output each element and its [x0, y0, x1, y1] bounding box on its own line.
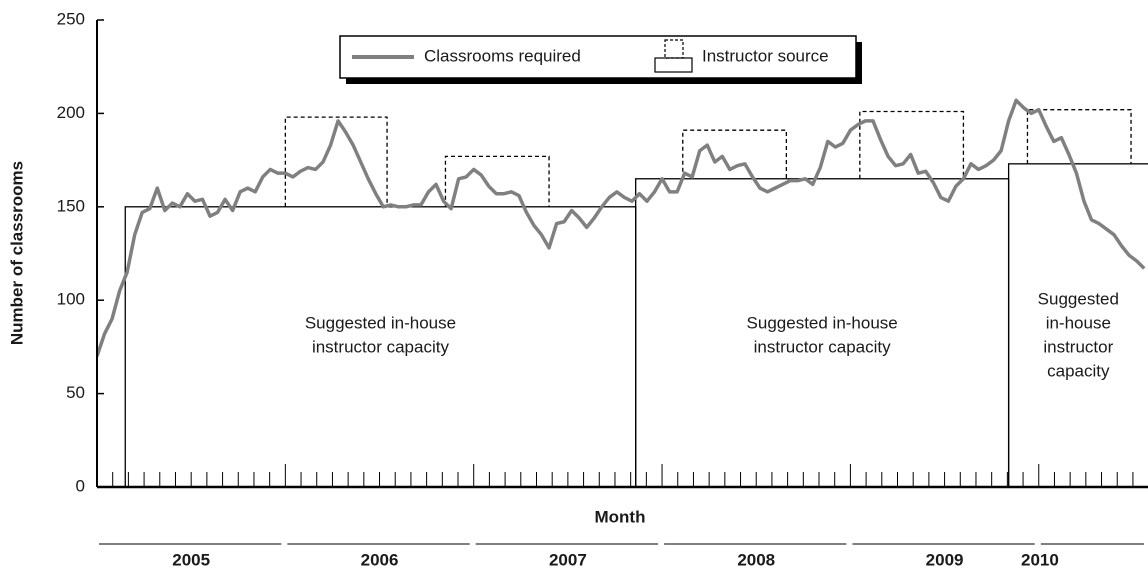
- legend-box: [339, 35, 857, 79]
- data-line: [97, 98, 1146, 357]
- plot-area: [97, 98, 1148, 488]
- y-axis-label: Number of classrooms: [7, 161, 26, 345]
- year-label: 2008: [737, 550, 775, 569]
- capacity-box: [635, 178, 1010, 488]
- instructor-source-box: [859, 110, 965, 179]
- capacity-label: capacity: [1047, 361, 1110, 380]
- instructor-source-box: [284, 116, 388, 207]
- y-tick-label: 150: [57, 196, 85, 215]
- year-label: 2005: [172, 550, 210, 569]
- y-tick-label: 200: [57, 103, 85, 122]
- capacity-label: in-house: [1046, 313, 1111, 332]
- capacity-label: Suggested: [1038, 289, 1119, 308]
- x-axis-label: Month: [595, 507, 646, 526]
- axes: 0 50 100 150 200 250 2005 2006 2007 2008 2009 2010: [57, 9, 1148, 569]
- legend: Classrooms required Instructor source: [339, 35, 862, 84]
- legend-source-icon: [664, 39, 684, 59]
- capacity-label: Suggested in-house: [747, 313, 898, 332]
- year-label: 2009: [926, 550, 964, 569]
- capacity-label: instructor capacity: [754, 337, 891, 356]
- year-label: 2007: [549, 550, 587, 569]
- legend-label: Instructor source: [702, 46, 829, 65]
- year-label: 2006: [361, 550, 399, 569]
- instructor-source-box: [1026, 109, 1132, 164]
- legend-label: Classrooms required: [424, 46, 581, 65]
- y-tick-label: 0: [76, 476, 85, 495]
- y-tick-label: 250: [57, 9, 85, 28]
- capacity-label: instructor capacity: [312, 337, 449, 356]
- y-tick-label: 50: [66, 383, 85, 402]
- capacity-label: Suggested in-house: [305, 313, 456, 332]
- y-tick-label: 100: [57, 290, 85, 309]
- capacity-label: instructor: [1043, 337, 1113, 356]
- instructor-source-box: [444, 155, 550, 207]
- year-label: 2010: [1021, 550, 1059, 569]
- instructor-source-box: [682, 129, 788, 179]
